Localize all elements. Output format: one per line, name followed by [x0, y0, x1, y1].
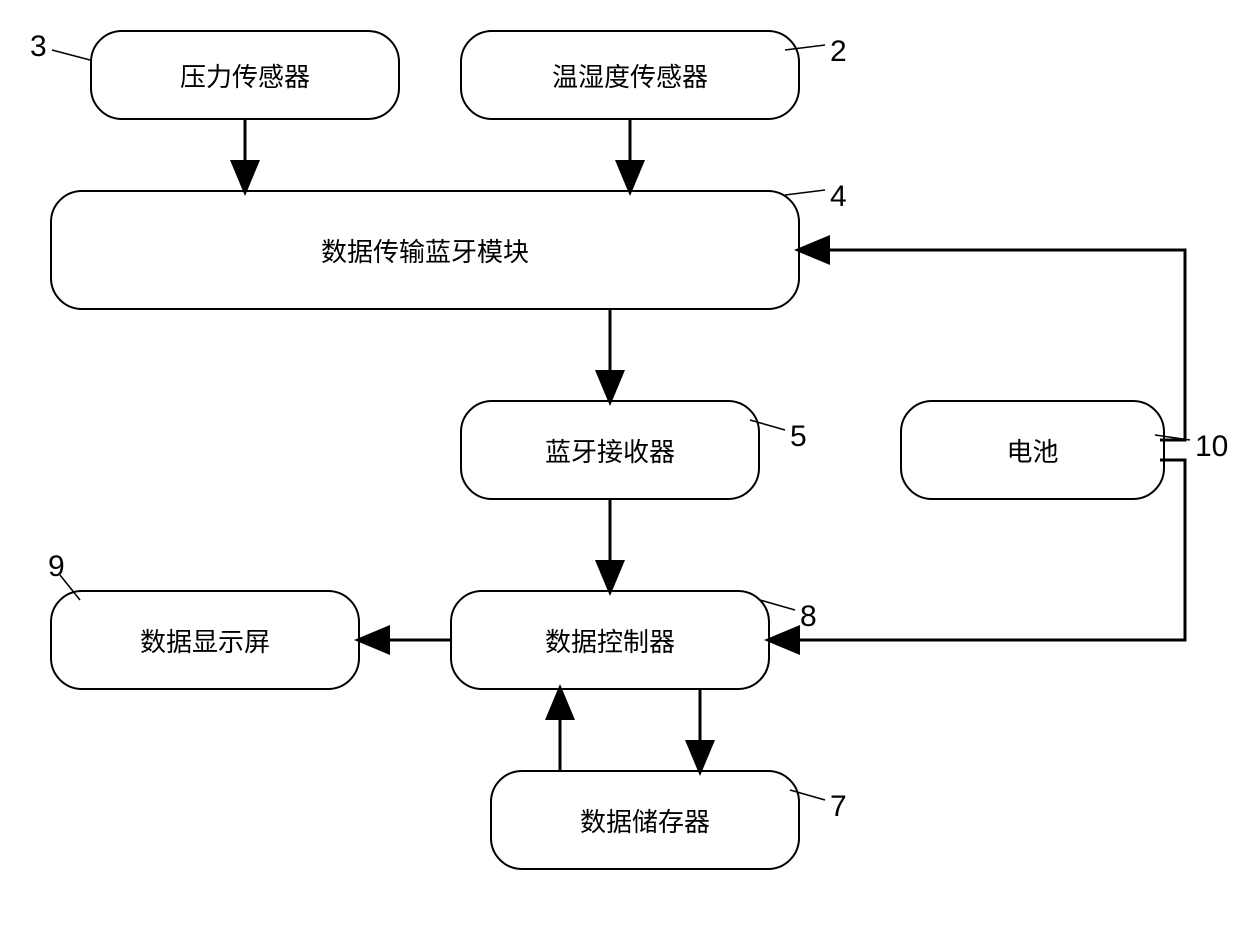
- node-number-n8: 8: [800, 600, 817, 634]
- node-number-n4: 4: [830, 180, 847, 214]
- node-n8: 数据控制器: [450, 590, 770, 690]
- node-label-n10: 电池: [1006, 432, 1058, 469]
- callout-n3: [52, 50, 90, 60]
- node-label-n8: 数据控制器: [545, 622, 675, 659]
- node-label-n7: 数据储存器: [580, 802, 710, 839]
- node-n9: 数据显示屏: [50, 590, 360, 690]
- node-n7: 数据储存器: [490, 770, 800, 870]
- node-number-n9: 9: [48, 550, 65, 584]
- node-label-n2: 温湿度传感器: [552, 57, 708, 94]
- node-n3: 压力传感器: [90, 30, 400, 120]
- node-number-n7: 7: [830, 790, 847, 824]
- node-n5: 蓝牙接收器: [460, 400, 760, 500]
- node-number-n10: 10: [1195, 430, 1228, 464]
- node-label-n4: 数据传输蓝牙模块: [321, 232, 529, 269]
- node-label-n5: 蓝牙接收器: [545, 432, 675, 469]
- node-label-n9: 数据显示屏: [140, 622, 270, 659]
- node-number-n2: 2: [830, 35, 847, 69]
- node-n4: 数据传输蓝牙模块: [50, 190, 800, 310]
- node-n10: 电池: [900, 400, 1165, 500]
- node-number-n5: 5: [790, 420, 807, 454]
- node-label-n3: 压力传感器: [180, 57, 310, 94]
- node-number-n3: 3: [30, 30, 47, 64]
- node-n2: 温湿度传感器: [460, 30, 800, 120]
- callout-n4: [785, 190, 825, 195]
